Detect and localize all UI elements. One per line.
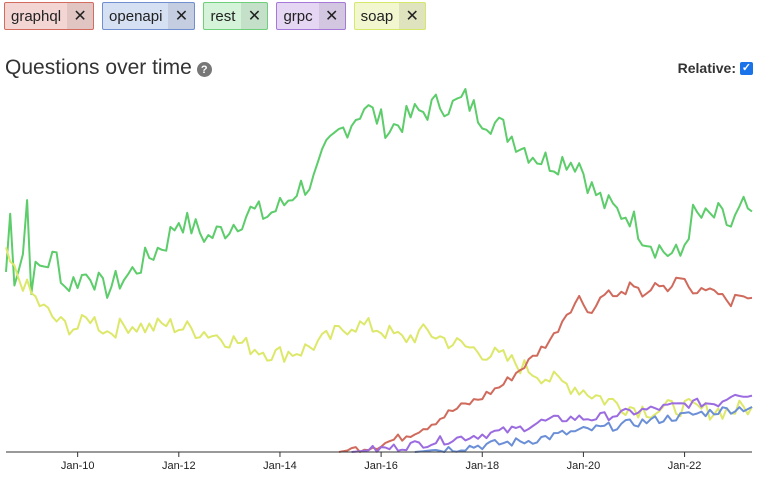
- series-line-openapi: [414, 406, 753, 453]
- x-tick-label: Jan-14: [263, 460, 297, 472]
- series-line-soap: [5, 247, 753, 421]
- series-line-rest: [5, 88, 753, 299]
- x-tick-label: Jan-22: [668, 460, 702, 472]
- tag-grpc: grpc ✕: [276, 2, 346, 30]
- x-tick-label: Jan-16: [364, 460, 398, 472]
- relative-toggle[interactable]: Relative: ✓: [678, 60, 753, 76]
- x-tick-label: Jan-12: [162, 460, 196, 472]
- x-tick-label: Jan-18: [465, 460, 499, 472]
- tag-label: rest: [210, 7, 236, 25]
- tag-rest: rest ✕: [203, 2, 269, 30]
- close-icon[interactable]: ✕: [318, 3, 345, 29]
- chart-header: Questions over time ?: [5, 56, 212, 80]
- close-icon[interactable]: ✕: [241, 3, 268, 29]
- tag-graphql: graphql ✕: [4, 2, 95, 30]
- tag-label: graphql: [11, 7, 62, 25]
- close-icon[interactable]: ✕: [168, 3, 195, 29]
- tag-bar: graphql ✕ openapi ✕ rest ✕ grpc ✕ soap ✕: [4, 2, 427, 30]
- questions-chart: Jan-10 Jan-12 Jan-14 Jan-16 Jan-18 Jan-20 Jan-…: [5, 88, 753, 472]
- tag-soap: soap ✕: [353, 2, 427, 30]
- x-tick-label: Jan-10: [61, 460, 95, 472]
- help-icon[interactable]: ?: [196, 62, 212, 77]
- series-line-graphql: [338, 276, 753, 453]
- tag-label: openapi: [109, 7, 163, 25]
- close-icon[interactable]: ✕: [399, 3, 426, 29]
- tag-openapi: openapi ✕: [102, 2, 196, 30]
- relative-checkbox[interactable]: ✓: [740, 61, 753, 75]
- close-icon[interactable]: ✕: [67, 3, 94, 29]
- series-line-grpc: [351, 393, 753, 453]
- tag-label: soap: [360, 7, 394, 25]
- x-tick-label: Jan-20: [567, 460, 601, 472]
- tag-label: grpc: [283, 7, 313, 25]
- relative-label: Relative:: [677, 60, 736, 76]
- chart-title: Questions over time: [5, 56, 192, 79]
